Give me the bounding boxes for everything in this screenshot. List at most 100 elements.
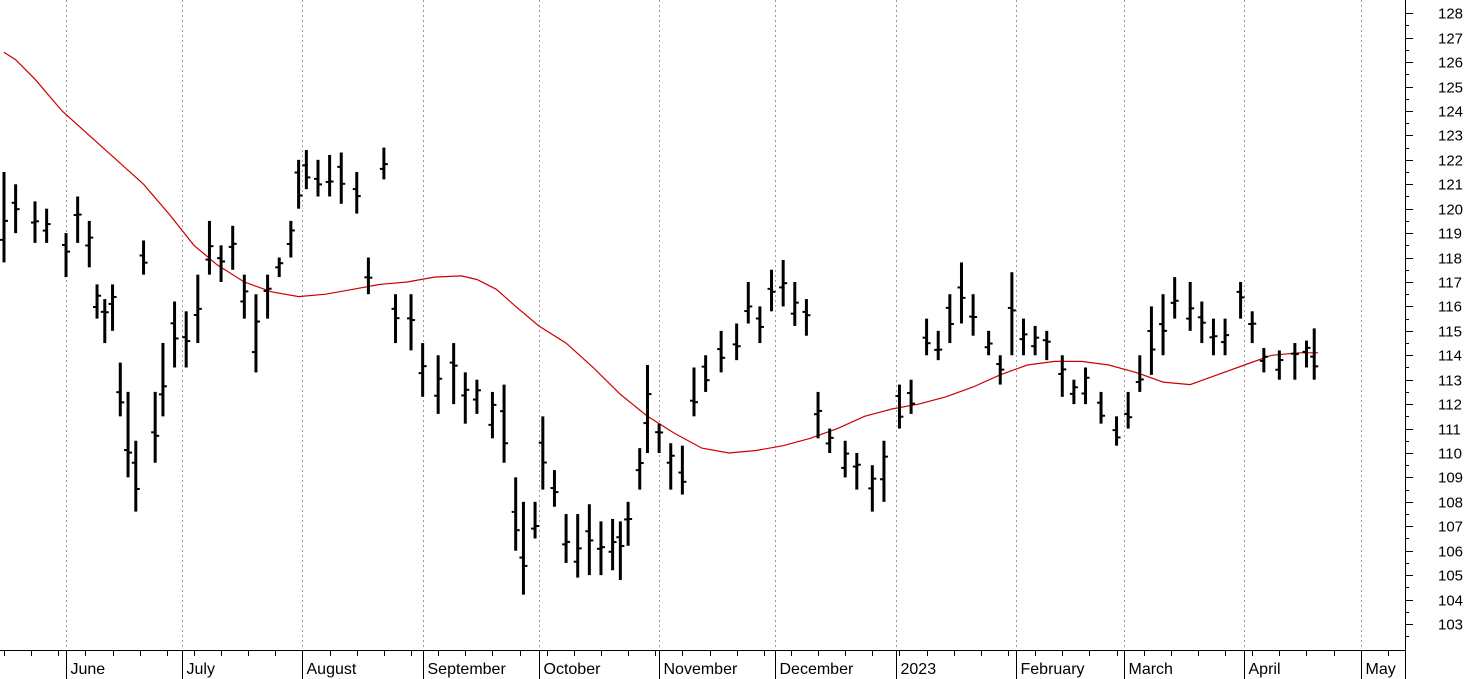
ohlc-bar	[325, 154, 334, 197]
ohlc-bar	[407, 294, 416, 351]
x-tick-label: October	[544, 661, 602, 678]
ohlc-bar	[0, 172, 8, 263]
ohlc-bar	[488, 391, 497, 439]
y-tick-label: 126	[1438, 55, 1463, 72]
ohlc-bar	[678, 445, 687, 495]
ohlc-bar	[1069, 379, 1078, 405]
y-tick-label: 125	[1438, 80, 1463, 97]
y-tick-label: 105	[1438, 568, 1463, 585]
y-tick-label: 107	[1438, 519, 1463, 536]
ohlc-bar	[131, 440, 140, 512]
ohlc-bar	[616, 521, 625, 581]
ohlc-bar	[158, 343, 167, 417]
ohlc-bar	[1197, 301, 1206, 344]
y-tick-label: 117	[1438, 275, 1462, 292]
ohlc-bar	[643, 365, 652, 453]
ohlc-bar	[240, 274, 249, 319]
ohlc-bar	[182, 311, 191, 368]
x-tick-label: August	[307, 661, 357, 678]
moving-average-layer	[3, 51, 1319, 454]
y-tick-label: 112	[1438, 397, 1462, 414]
ohlc-bar	[500, 384, 509, 463]
ohlc-bar	[1135, 355, 1144, 392]
x-tick-label: September	[428, 661, 507, 678]
ohlc-bar	[895, 384, 904, 429]
y-tick-label: 123	[1438, 128, 1463, 145]
ohlc-bar	[124, 391, 133, 478]
ohlc-bar	[550, 470, 559, 507]
ohlc-bar	[635, 448, 644, 490]
ohlc-bar	[1031, 325, 1040, 356]
ohlc-bar	[294, 159, 303, 209]
y-tick-label: 108	[1438, 495, 1463, 512]
y-tick-label: 103	[1438, 617, 1463, 634]
ohlc-bar	[62, 233, 71, 278]
ohlc-bar	[934, 330, 943, 361]
ohlc-bar	[666, 443, 675, 490]
y-tick-label: 114	[1438, 348, 1462, 365]
ohlc-bar	[1302, 340, 1311, 368]
ohlc-bar	[879, 440, 888, 502]
ohlc-bar	[717, 330, 726, 373]
ohlc-bar	[1248, 311, 1257, 344]
ohlc-bar	[217, 245, 226, 282]
ohlc-bar	[868, 465, 877, 512]
ohlc-bar	[767, 269, 776, 312]
ohlc-bar	[418, 343, 427, 397]
ohlc-bar	[825, 428, 834, 453]
y-tick-label: 118	[1438, 251, 1462, 268]
ohlc-bar	[755, 306, 764, 344]
ohlc-bar	[251, 294, 260, 373]
ohlc-bar	[337, 152, 346, 204]
y-axis: 103 104 105 106 107 108 109 110 111 112 113 114 115 1…	[1405, 6, 1463, 637]
ohlc-bar	[596, 521, 605, 576]
ohlc-bar	[957, 262, 966, 324]
ohlc-bar	[585, 504, 594, 576]
y-tick-label: 106	[1438, 544, 1463, 561]
ohlc-bar	[275, 257, 284, 278]
y-tick-label: 116	[1438, 299, 1462, 316]
ohlc-bar	[364, 257, 373, 295]
ohlc-bar	[969, 294, 978, 336]
y-tick-label: 128	[1438, 6, 1463, 23]
ohlc-bar	[100, 299, 109, 344]
x-tick-label: December	[780, 661, 854, 678]
ohlc-bar	[352, 172, 361, 214]
ohlc-bar	[391, 294, 400, 344]
moving-average-line	[3, 51, 1319, 454]
ohlc-bar	[85, 220, 94, 268]
ohlc-bar	[1042, 330, 1051, 361]
ohlc-bar	[1236, 281, 1245, 319]
ohlc-bar	[922, 318, 931, 356]
ohlc-bar	[263, 274, 272, 319]
ohlc-bar	[1310, 328, 1319, 380]
x-axis: June July August September October November De…	[4, 650, 1396, 679]
ohlc-bar	[449, 343, 458, 405]
y-tick-label: 104	[1438, 593, 1463, 610]
ohlc-bar	[1058, 355, 1067, 397]
y-tick-label: 124	[1438, 104, 1463, 121]
ohlc-bar	[538, 416, 547, 490]
ohlc-bar	[1275, 350, 1284, 380]
ohlc-bar	[193, 274, 202, 344]
ohlc-bar	[151, 391, 160, 463]
ohlc-bar	[852, 452, 861, 490]
ohlc-bar	[573, 514, 582, 578]
y-tick-label: 111	[1438, 422, 1461, 439]
y-tick-label: 127	[1438, 31, 1463, 48]
ohlc-bar	[841, 440, 850, 478]
x-tick-label: June	[71, 661, 106, 678]
ohlc-bar	[139, 240, 148, 275]
ohlc-bar	[624, 501, 633, 546]
ohlc-bar	[116, 362, 125, 417]
ohlc-bar	[11, 184, 20, 234]
ohlc-bar	[945, 294, 954, 344]
x-tick-label: July	[187, 661, 215, 678]
plot-frame	[0, 0, 1406, 679]
ohlc-bar	[690, 367, 699, 417]
ohlc-bar	[1290, 343, 1299, 380]
ohlc-bars-layer	[0, 147, 1319, 595]
ohlc-bar	[907, 379, 916, 414]
ohlc-bar	[1019, 318, 1028, 356]
